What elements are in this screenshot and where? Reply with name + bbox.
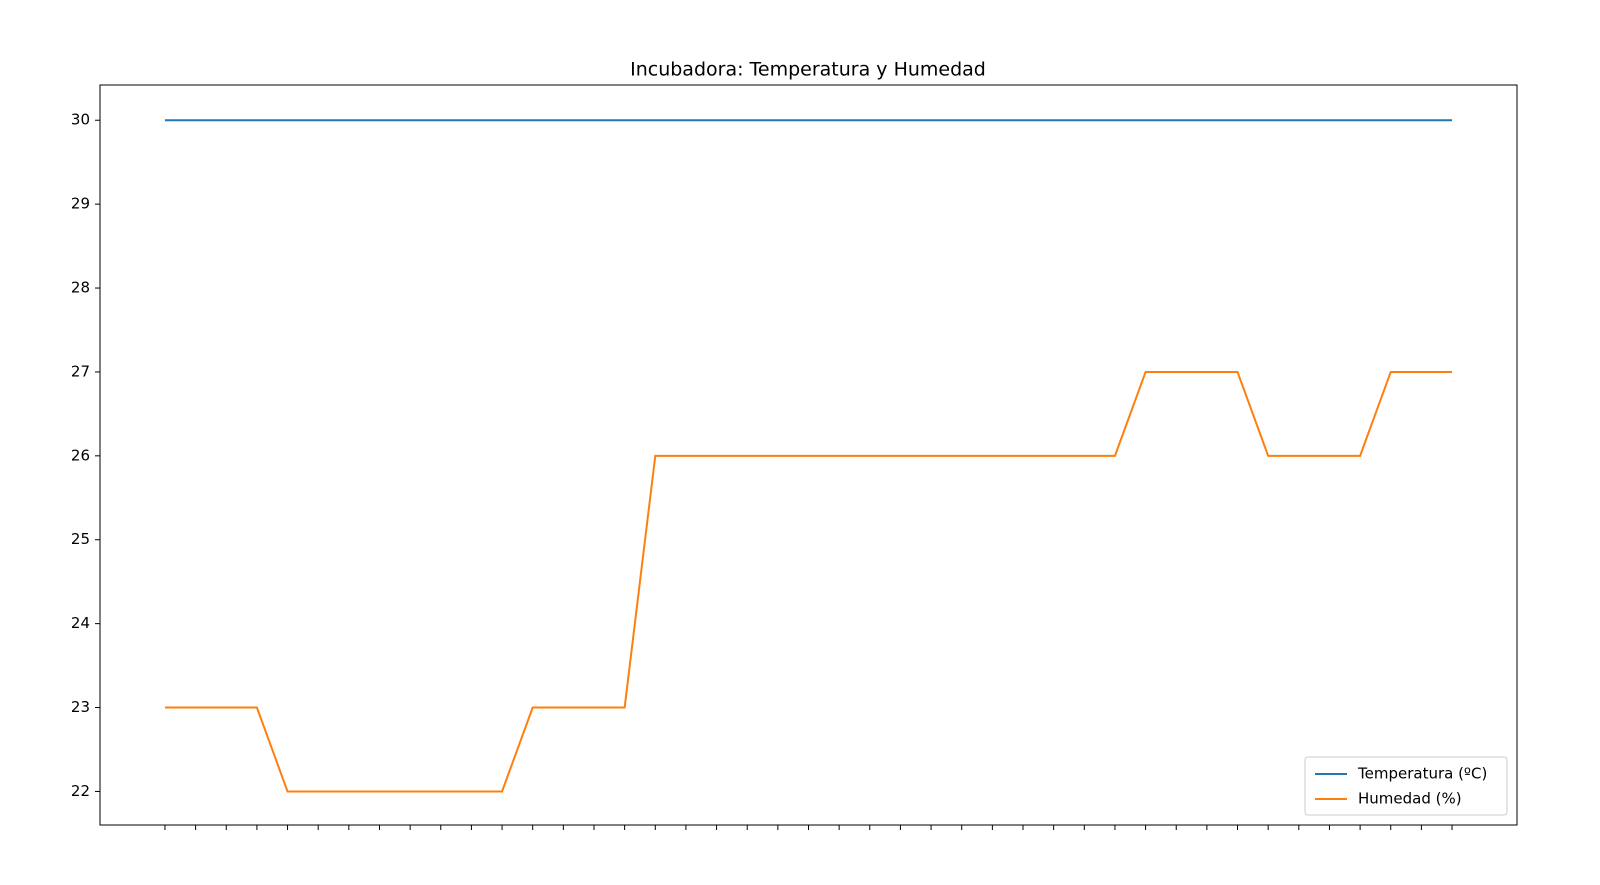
y-tick-label: 27 (71, 362, 90, 380)
y-tick-label: 29 (71, 195, 90, 213)
legend-label: Temperatura (ºC) (1357, 765, 1487, 783)
legend: Temperatura (ºC) Humedad (%) (1304, 756, 1508, 816)
y-tick-label: 23 (71, 698, 90, 716)
y-tick-label: 22 (71, 782, 90, 800)
legend-box (1304, 756, 1508, 816)
y-tick-label: 24 (71, 614, 90, 632)
chart-title: Incubadora: Temperatura y Humedad (630, 59, 986, 81)
series-line (164, 370, 1453, 793)
y-tick-label: 28 (71, 279, 90, 297)
y-tick-label: 30 (71, 111, 90, 129)
y-tick-label: 25 (71, 530, 90, 548)
y-tick-label: 26 (71, 446, 90, 464)
legend-label: Humedad (%) (1358, 790, 1462, 808)
